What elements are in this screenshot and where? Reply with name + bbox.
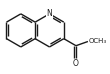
Text: OCH₃: OCH₃ bbox=[89, 38, 107, 44]
Text: O: O bbox=[73, 59, 79, 68]
Text: N: N bbox=[47, 9, 52, 18]
